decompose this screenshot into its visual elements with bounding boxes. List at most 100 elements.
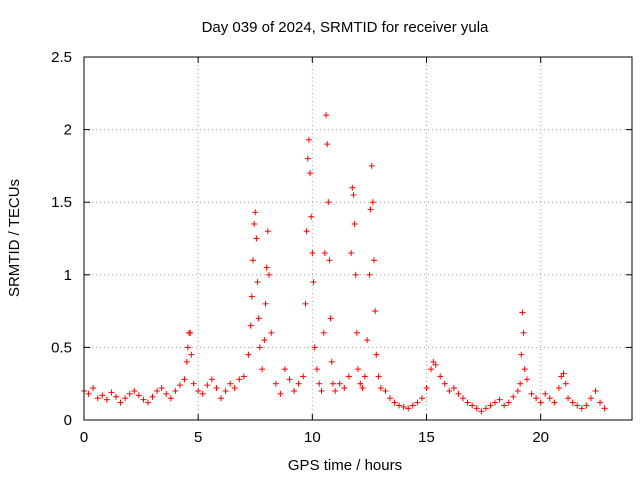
data-point bbox=[227, 380, 234, 387]
data-point bbox=[555, 385, 562, 392]
data-point bbox=[323, 112, 330, 119]
data-point bbox=[195, 387, 202, 394]
data-point bbox=[514, 387, 521, 394]
data-point bbox=[537, 399, 544, 406]
data-point bbox=[405, 405, 412, 412]
data-point bbox=[328, 358, 335, 365]
data-point bbox=[303, 228, 310, 235]
data-point bbox=[325, 199, 332, 206]
y-tick-label: 2.5 bbox=[51, 49, 72, 66]
data-point bbox=[587, 395, 594, 402]
data-points bbox=[81, 112, 608, 415]
data-point bbox=[377, 385, 384, 392]
data-point bbox=[190, 380, 197, 387]
data-point bbox=[324, 141, 331, 148]
data-point bbox=[327, 315, 334, 322]
data-point bbox=[519, 309, 526, 316]
data-point bbox=[321, 250, 328, 257]
data-point bbox=[172, 387, 179, 394]
data-point bbox=[437, 373, 444, 380]
data-point bbox=[188, 351, 195, 358]
data-point bbox=[348, 250, 355, 257]
data-point bbox=[262, 300, 269, 307]
data-point bbox=[305, 136, 312, 143]
data-point bbox=[308, 213, 315, 220]
data-point bbox=[251, 220, 258, 227]
data-point bbox=[565, 395, 572, 402]
x-tick-label: 5 bbox=[194, 429, 202, 446]
data-point bbox=[496, 396, 503, 403]
data-point bbox=[478, 408, 485, 415]
y-tick-label: 0 bbox=[64, 412, 72, 429]
data-point bbox=[400, 403, 407, 410]
data-point bbox=[352, 271, 359, 278]
data-point bbox=[482, 405, 489, 412]
data-point bbox=[364, 337, 371, 344]
data-point bbox=[253, 235, 260, 242]
data-point bbox=[311, 344, 318, 351]
data-point bbox=[469, 402, 476, 409]
data-point bbox=[85, 390, 92, 397]
data-point bbox=[108, 389, 115, 396]
data-point bbox=[199, 390, 206, 397]
data-point bbox=[240, 373, 247, 380]
data-point bbox=[487, 402, 494, 409]
data-point bbox=[117, 399, 124, 406]
data-point bbox=[382, 387, 389, 394]
data-point bbox=[247, 322, 254, 329]
x-tick-label: 10 bbox=[304, 429, 321, 446]
data-point bbox=[369, 199, 376, 206]
data-point bbox=[518, 351, 525, 358]
data-point bbox=[569, 399, 576, 406]
data-point bbox=[254, 279, 261, 286]
data-point bbox=[391, 399, 398, 406]
data-point bbox=[350, 191, 357, 198]
data-point bbox=[140, 396, 147, 403]
data-point bbox=[316, 380, 323, 387]
data-point bbox=[131, 387, 138, 394]
y-axis-label: SRMTID / TECUs bbox=[6, 179, 23, 297]
data-point bbox=[90, 385, 97, 392]
data-point bbox=[601, 405, 608, 412]
data-point bbox=[302, 300, 309, 307]
data-point bbox=[574, 402, 581, 409]
data-point bbox=[332, 387, 339, 394]
data-point bbox=[521, 366, 528, 373]
data-point bbox=[277, 390, 284, 397]
plot-frame bbox=[83, 56, 633, 421]
data-point bbox=[304, 155, 311, 162]
data-point bbox=[386, 395, 393, 402]
data-point bbox=[264, 228, 271, 235]
data-point bbox=[446, 387, 453, 394]
data-point bbox=[320, 329, 327, 336]
data-point bbox=[208, 376, 215, 383]
data-point bbox=[263, 264, 270, 271]
data-point bbox=[528, 390, 535, 397]
data-point bbox=[353, 329, 360, 336]
data-point bbox=[187, 329, 194, 336]
data-point bbox=[318, 387, 325, 394]
data-point bbox=[245, 351, 252, 358]
data-point bbox=[551, 399, 558, 406]
data-point bbox=[370, 257, 377, 264]
data-point bbox=[261, 337, 268, 344]
data-point bbox=[423, 385, 430, 392]
data-point bbox=[367, 206, 374, 213]
data-point bbox=[268, 329, 275, 336]
data-point bbox=[286, 376, 293, 383]
data-point bbox=[450, 385, 457, 392]
data-point bbox=[176, 382, 183, 389]
data-point bbox=[562, 380, 569, 387]
y-tick-label: 1.5 bbox=[51, 194, 72, 211]
data-point bbox=[341, 385, 348, 392]
data-point bbox=[265, 271, 272, 278]
data-point bbox=[112, 393, 119, 400]
data-point bbox=[428, 366, 435, 373]
data-point bbox=[236, 376, 243, 383]
data-point bbox=[295, 380, 302, 387]
data-point bbox=[300, 373, 307, 380]
y-tick-label: 1 bbox=[64, 267, 72, 284]
data-point bbox=[213, 385, 220, 392]
data-point bbox=[592, 387, 599, 394]
data-point bbox=[373, 351, 380, 358]
